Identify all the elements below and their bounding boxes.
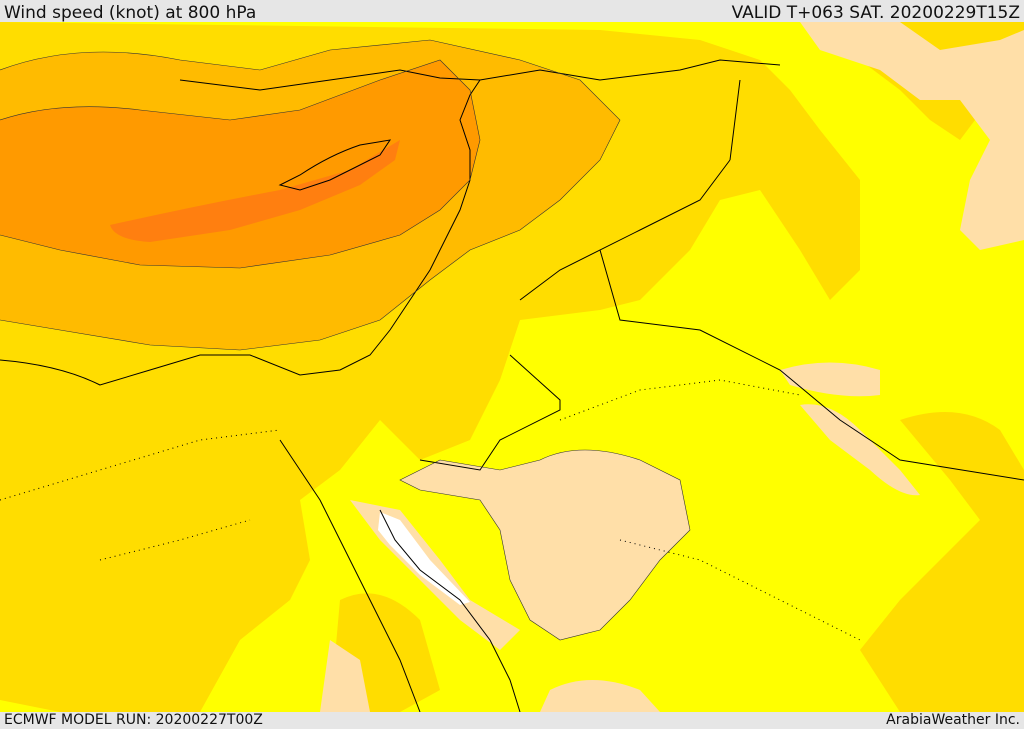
footer-bar: ECMWF MODEL RUN: 20200227T00Z ArabiaWeat…	[0, 712, 1024, 729]
credit-label: ArabiaWeather Inc.	[886, 712, 1020, 728]
low-wind-zone-northeast	[800, 22, 1024, 250]
wind-contour-level-2-east	[860, 412, 1024, 712]
model-run-label: ECMWF MODEL RUN: 20200227T00Z	[4, 712, 263, 728]
contour-lines	[0, 39, 691, 641]
coastlines	[0, 59, 1024, 712]
dotted-boundaries	[0, 379, 861, 641]
wind-speed-map[interactable]	[0, 22, 1024, 712]
wind-contour-level-5	[110, 140, 400, 242]
low-wind-zone-east-2	[800, 404, 920, 496]
no-data-area	[378, 512, 470, 605]
low-wind-zone-east	[780, 362, 880, 397]
low-wind-zone-south	[540, 680, 660, 712]
low-wind-zone-southwest	[320, 640, 370, 712]
map-title: Wind speed (knot) at 800 hPa	[4, 3, 257, 23]
low-wind-zone-arabia	[400, 450, 690, 640]
wind-contour-level-2-north	[0, 22, 1024, 140]
valid-time-label: VALID T+063 SAT. 20200229T15Z	[731, 3, 1020, 23]
wind-contour-level-4	[0, 60, 480, 268]
map-canvas	[0, 22, 1024, 712]
header-bar: Wind speed (knot) at 800 hPa VALID T+063…	[0, 0, 1024, 23]
